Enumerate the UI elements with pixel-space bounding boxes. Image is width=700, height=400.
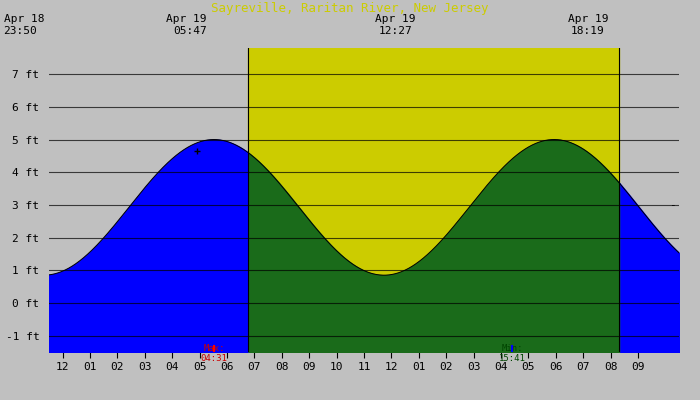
Text: Max:
04:31: Max: 04:31 [200, 344, 228, 363]
Text: Sayreville, Raritan River, New Jersey: Sayreville, Raritan River, New Jersey [211, 2, 489, 15]
Text: Apr 19
18:19: Apr 19 18:19 [568, 14, 608, 36]
Text: Apr 19
05:47: Apr 19 05:47 [166, 14, 206, 36]
Bar [248, 48, 620, 352]
Text: -: - [669, 200, 676, 210]
Text: Min:
15:41: Min: 15:41 [498, 344, 526, 363]
Text: Apr 19
12:27: Apr 19 12:27 [375, 14, 416, 36]
Text: Apr 18
23:50: Apr 18 23:50 [4, 14, 44, 36]
